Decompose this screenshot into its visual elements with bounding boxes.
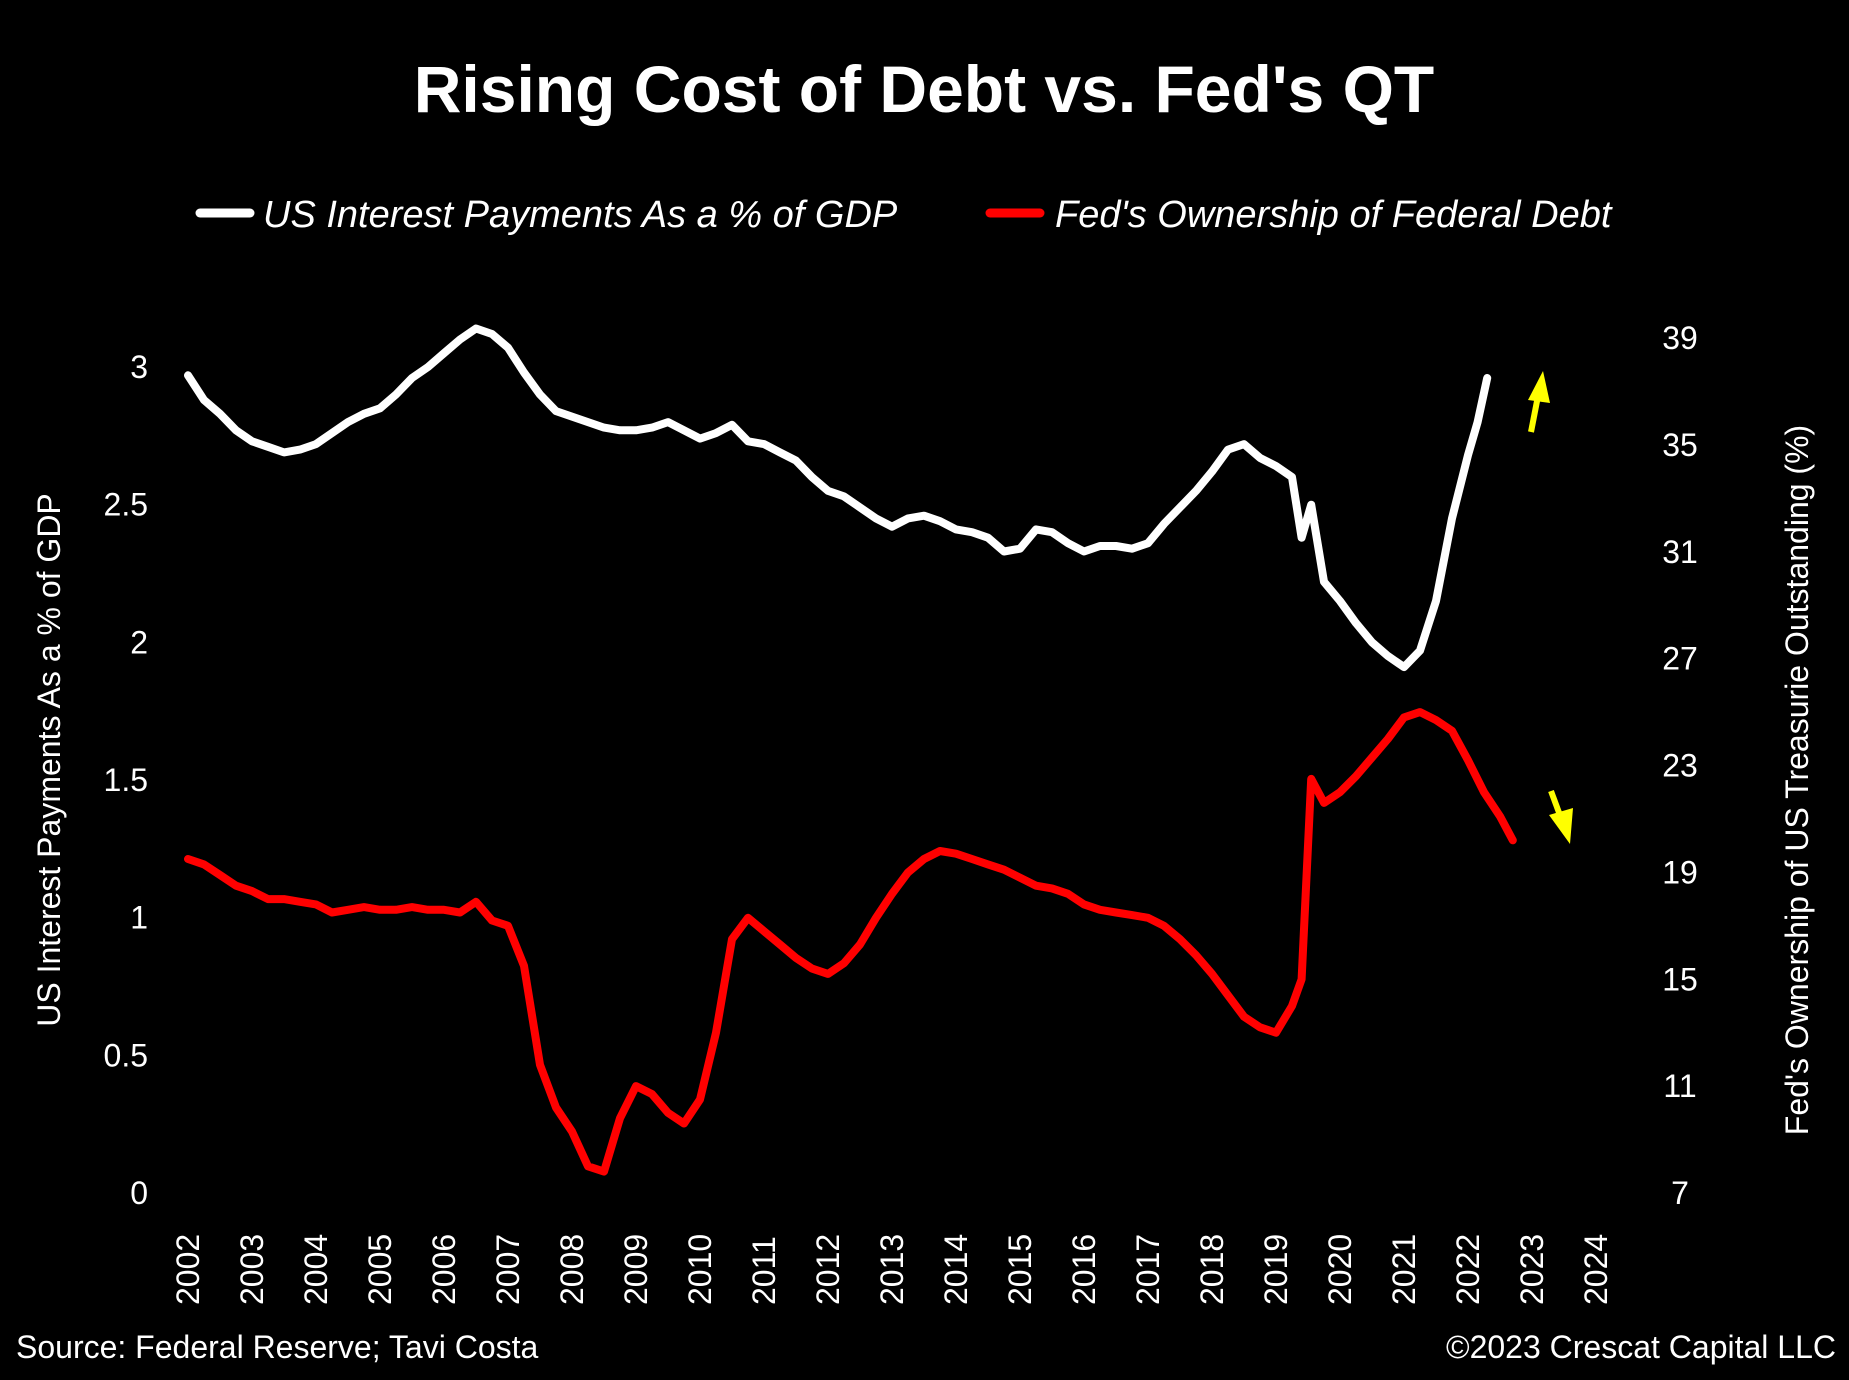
x-tick-label: 2007	[490, 1234, 526, 1305]
x-tick-label: 2003	[234, 1234, 270, 1305]
right-tick-label: 23	[1662, 748, 1698, 784]
x-tick-label: 2021	[1386, 1234, 1422, 1305]
left-tick-label: 0	[130, 1175, 148, 1211]
right-tick-label: 19	[1662, 854, 1698, 890]
series-line-fed-ownership	[184, 708, 1517, 1176]
left-tick-label: 2	[130, 624, 148, 660]
left-axis-ticks: 0 0.5 1 1.5 2 2.5 3	[104, 349, 148, 1211]
arrow-up-annotation	[1528, 371, 1550, 433]
x-tick-label: 2024	[1578, 1234, 1614, 1305]
x-tick-label: 2018	[1194, 1234, 1230, 1305]
right-axis-ticks: 7 11 15 19 23 27 31 35 39	[1662, 320, 1698, 1211]
legend-label-fed: Fed's Ownership of Federal Debt	[1055, 194, 1613, 236]
x-axis-ticks: 2002 2003 2004 2005 2006 2007 2008 2009 2010 2011…	[170, 1234, 1614, 1305]
x-tick-label: 2017	[1130, 1234, 1166, 1305]
x-tick-label: 2009	[618, 1234, 654, 1305]
left-tick-label: 2.5	[104, 487, 148, 523]
left-tick-label: 0.5	[104, 1037, 148, 1073]
left-tick-label: 1.5	[104, 762, 148, 798]
right-tick-label: 31	[1662, 534, 1698, 570]
right-tick-label: 35	[1662, 427, 1698, 463]
right-tick-label: 39	[1662, 320, 1698, 356]
x-tick-label: 2008	[554, 1234, 590, 1305]
arrow-down-annotation	[1548, 789, 1573, 844]
chart-title: Rising Cost of Debt vs. Fed's QT	[414, 52, 1434, 126]
x-tick-label: 2023	[1514, 1234, 1550, 1305]
x-tick-label: 2010	[682, 1234, 718, 1305]
x-tick-label: 2016	[1066, 1234, 1102, 1305]
x-tick-label: 2014	[938, 1234, 974, 1305]
x-tick-label: 2019	[1258, 1234, 1294, 1305]
right-tick-label: 11	[1663, 1068, 1696, 1104]
legend-label-interest: US Interest Payments As a % of GDP	[263, 194, 898, 236]
left-axis-title: US Interest Payments As a % of GDP	[31, 493, 67, 1027]
right-tick-label: 27	[1662, 641, 1698, 677]
x-tick-label: 2011	[746, 1236, 782, 1305]
copyright-note: ©2023 Crescat Capital LLC	[1446, 1329, 1836, 1365]
left-tick-label: 1	[130, 900, 148, 936]
x-tick-label: 2013	[874, 1234, 910, 1305]
right-tick-label: 15	[1662, 961, 1698, 997]
source-note: Source: Federal Reserve; Tavi Costa	[16, 1329, 539, 1365]
x-tick-label: 2006	[426, 1234, 462, 1305]
x-tick-label: 2022	[1450, 1234, 1486, 1305]
legend: US Interest Payments As a % of GDP Fed's…	[195, 194, 1613, 236]
x-tick-label: 2004	[298, 1234, 334, 1305]
series-line-interest-payments	[184, 324, 1492, 672]
left-tick-label: 3	[130, 349, 148, 385]
right-tick-label: 7	[1671, 1175, 1689, 1211]
x-tick-label: 2012	[810, 1234, 846, 1305]
x-tick-label: 2015	[1002, 1234, 1038, 1305]
x-tick-label: 2005	[362, 1234, 398, 1305]
x-tick-label: 2002	[170, 1234, 206, 1305]
x-tick-label: 2020	[1322, 1234, 1358, 1305]
right-axis-title: Fed's Ownership of US Treasurie Outstand…	[1779, 425, 1815, 1135]
